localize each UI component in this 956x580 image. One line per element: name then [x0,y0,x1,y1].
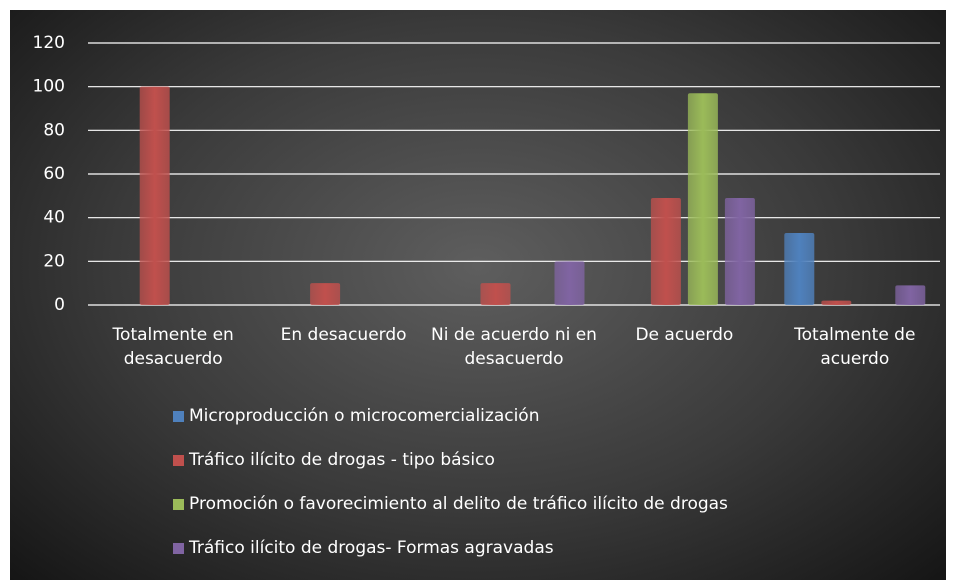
legend-swatch [173,498,184,510]
bar [895,285,926,305]
bar [821,300,852,305]
legend-label: Promoción o favorecimiento al delito de … [189,494,728,514]
legend-swatch [173,410,184,422]
bar [554,261,585,305]
x-tick-label: Totalmente de acuerdo [794,325,916,369]
bar [650,198,681,305]
legend-label: Tráfico ilícito de drogas - tipo básico [189,450,495,470]
legend-label: Tráfico ilícito de drogas- Formas agrava… [189,538,554,558]
bar [310,283,341,305]
x-tick-label: Ni de acuerdo ni en desacuerdo [431,325,597,369]
bar [139,86,170,306]
chart: 0 20 40 60 80 100 120 Totalmente en desacuerdo… [10,10,946,580]
bar [784,232,815,305]
x-tick-label: Totalmente en desacuerdo [112,325,234,369]
legend-swatch [173,454,184,466]
legend-label: Microproducción o microcomercialización [189,406,540,426]
legend-entry: Microproducción o microcomercialización [173,406,539,426]
x-tick-label: De acuerdo [635,325,734,345]
y-tick-label: 0 [54,295,65,315]
legend-entry: Tráfico ilícito de drogas- Formas agrava… [173,538,554,558]
legend-swatch [173,542,184,554]
y-tick-label: 20 [43,251,65,271]
bar [724,198,755,305]
legend-entry: Promoción o favorecimiento al delito de … [173,494,728,514]
legend-entry: Tráfico ilícito de drogas - tipo básico [173,450,495,470]
y-tick-label: 40 [43,208,65,228]
x-tick-label: En desacuerdo [280,325,407,345]
y-tick-label: 120 [33,33,65,53]
y-tick-label: 60 [43,164,65,184]
bar [480,283,511,305]
bar [687,93,718,305]
y-tick-label: 100 [33,77,65,97]
plot: 0 20 40 60 80 100 120 [33,33,940,315]
y-tick-label: 80 [43,120,65,140]
